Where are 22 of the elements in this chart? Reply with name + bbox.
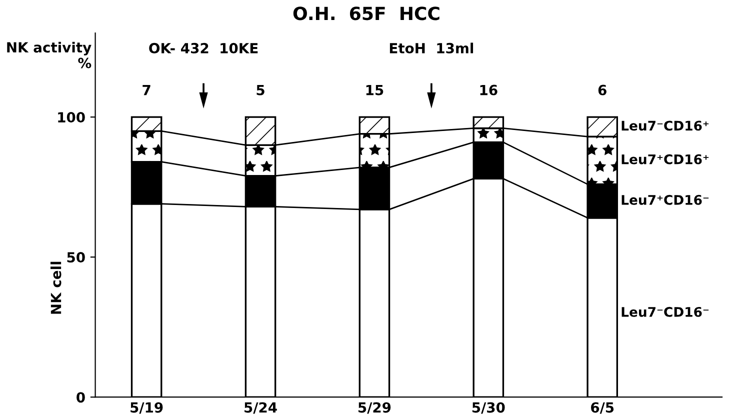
annotation: 16 xyxy=(480,84,498,96)
annotation: 6 xyxy=(598,84,606,96)
y-tick-label: 100 xyxy=(58,112,85,123)
y-axis-title: NK cell xyxy=(50,262,62,314)
x-tick-label: 5/29 xyxy=(358,402,391,414)
series-label: Leu7⁻CD16⁺ xyxy=(622,120,709,131)
chart-title: O.H. 65F HCC xyxy=(293,6,440,20)
x-tick-label: 5/24 xyxy=(244,402,277,414)
y-tick-label: 0 xyxy=(76,392,85,403)
annotation: 7 xyxy=(142,84,150,96)
series-label: Leu7⁺CD16⁺ xyxy=(622,154,709,164)
series-label: Leu7⁺CD16⁻ xyxy=(622,194,709,205)
x-tick-label: 6/5 xyxy=(591,402,614,414)
annotation: OK- 432 10KE xyxy=(149,42,258,54)
annotation: EtoH 13ml xyxy=(390,42,474,54)
y-tick-label: 50 xyxy=(67,252,85,263)
x-tick-label: 5/19 xyxy=(130,402,163,414)
annotation: 5 xyxy=(256,84,264,96)
x-tick-label: 5/30 xyxy=(472,402,505,414)
text: NK activity % xyxy=(7,42,92,68)
annotation: 15 xyxy=(366,84,384,96)
series-label: Leu7⁻CD16⁻ xyxy=(622,306,709,317)
